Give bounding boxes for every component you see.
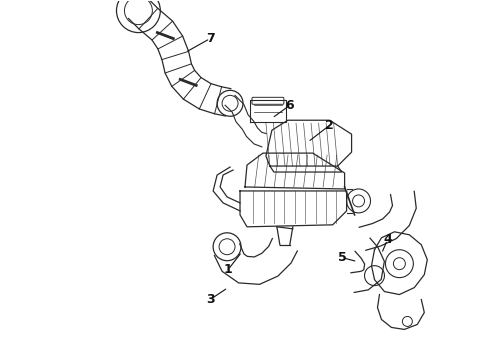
Text: 7: 7 xyxy=(206,32,215,45)
Text: 3: 3 xyxy=(206,293,215,306)
Text: 6: 6 xyxy=(286,99,294,112)
Text: 1: 1 xyxy=(224,263,232,276)
Text: 4: 4 xyxy=(383,233,392,246)
Text: 5: 5 xyxy=(338,251,347,264)
Text: 2: 2 xyxy=(325,119,334,132)
